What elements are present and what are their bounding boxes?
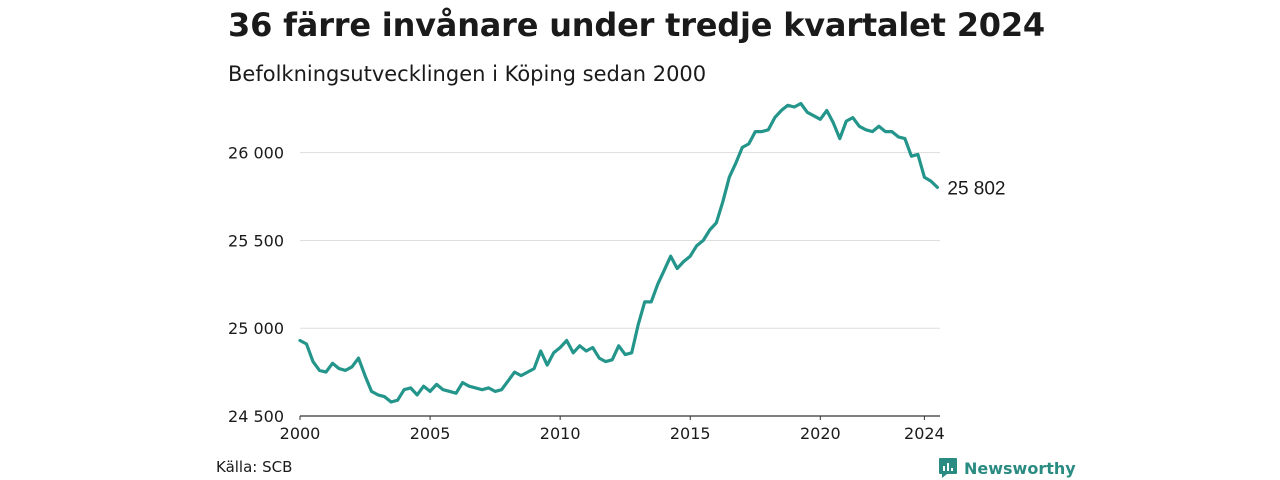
x-tick-label: 2024 <box>904 424 945 443</box>
x-axis-labels: 2000 2005 2010 2015 2020 2024 <box>280 416 945 443</box>
series-group <box>298 101 940 404</box>
x-tick-label: 2015 <box>670 424 711 443</box>
y-tick-label: 26 000 <box>228 144 284 163</box>
x-tick-label: 2020 <box>800 424 841 443</box>
chart-title: 36 färre invånare under tredje kvartalet… <box>228 6 1045 44</box>
y-axis-labels: 24 500 25 000 25 500 26 000 <box>228 144 284 426</box>
population-line <box>298 101 940 404</box>
chart-subtitle: Befolkningsutvecklingen i Köping sedan 2… <box>228 62 707 86</box>
end-value-label: 25 802 <box>947 178 1005 199</box>
source-label: Källa: SCB <box>216 458 293 476</box>
grid-lines <box>300 152 940 417</box>
x-tick-label: 2000 <box>280 424 321 443</box>
y-tick-label: 24 500 <box>228 407 284 426</box>
newsworthy-logo-icon <box>939 458 957 478</box>
y-tick-label: 25 500 <box>228 231 284 250</box>
x-tick-label: 2010 <box>540 424 581 443</box>
y-tick-label: 25 000 <box>228 319 284 338</box>
newsworthy-logo[interactable]: Newsworthy <box>938 456 1076 480</box>
brand-name: Newsworthy <box>964 458 1076 478</box>
x-tick-label: 2005 <box>410 424 451 443</box>
